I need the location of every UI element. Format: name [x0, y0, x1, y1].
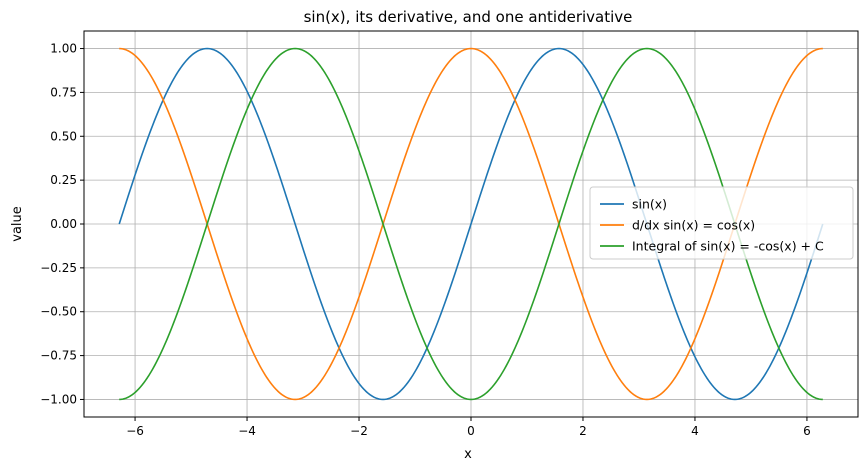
x-tick-label: −4: [238, 424, 256, 438]
legend: sin(x) d/dx sin(x) = cos(x) Integral of si…: [589, 186, 854, 260]
x-tick-label: 0: [467, 424, 475, 438]
series-layer: [118, 47, 824, 401]
legend-entry: sin(x): [632, 197, 667, 212]
legend-entry: Integral of sin(x) = -cos(x) + C: [632, 239, 824, 254]
y-tick-label: −0.75: [40, 349, 77, 363]
x-tick-label: 4: [691, 424, 699, 438]
x-axis: −6 −4 −2 0 2 4 6: [126, 417, 811, 438]
legend-box: [589, 186, 854, 260]
y-tick-label: 0.25: [50, 173, 77, 187]
x-tick-label: −2: [350, 424, 368, 438]
y-tick-label: −1.00: [40, 392, 77, 406]
y-tick-label: 0.50: [50, 129, 77, 143]
legend-entry: d/dx sin(x) = cos(x): [632, 218, 755, 233]
x-axis-label: x: [464, 447, 472, 462]
series-line-3: [119, 47, 823, 401]
y-axis-label: value: [10, 206, 25, 242]
series-line-1: [118, 47, 824, 401]
y-tick-label: −0.25: [40, 261, 77, 275]
x-tick-label: 6: [803, 424, 811, 438]
series-line-2: [119, 47, 823, 401]
y-tick-label: 1.00: [50, 42, 77, 56]
chart-title: sin(x), its derivative, and one antideri…: [304, 8, 633, 26]
x-tick-label: −6: [126, 424, 144, 438]
y-tick-label: 0.00: [50, 217, 77, 231]
y-tick-label: 0.75: [50, 85, 77, 99]
y-axis: −1.00 −0.75 −0.50 −0.25 0.00 0.25 0.50 0.75 1.00: [40, 42, 84, 406]
x-tick-label: 2: [579, 424, 587, 438]
y-tick-label: −0.50: [40, 305, 77, 319]
